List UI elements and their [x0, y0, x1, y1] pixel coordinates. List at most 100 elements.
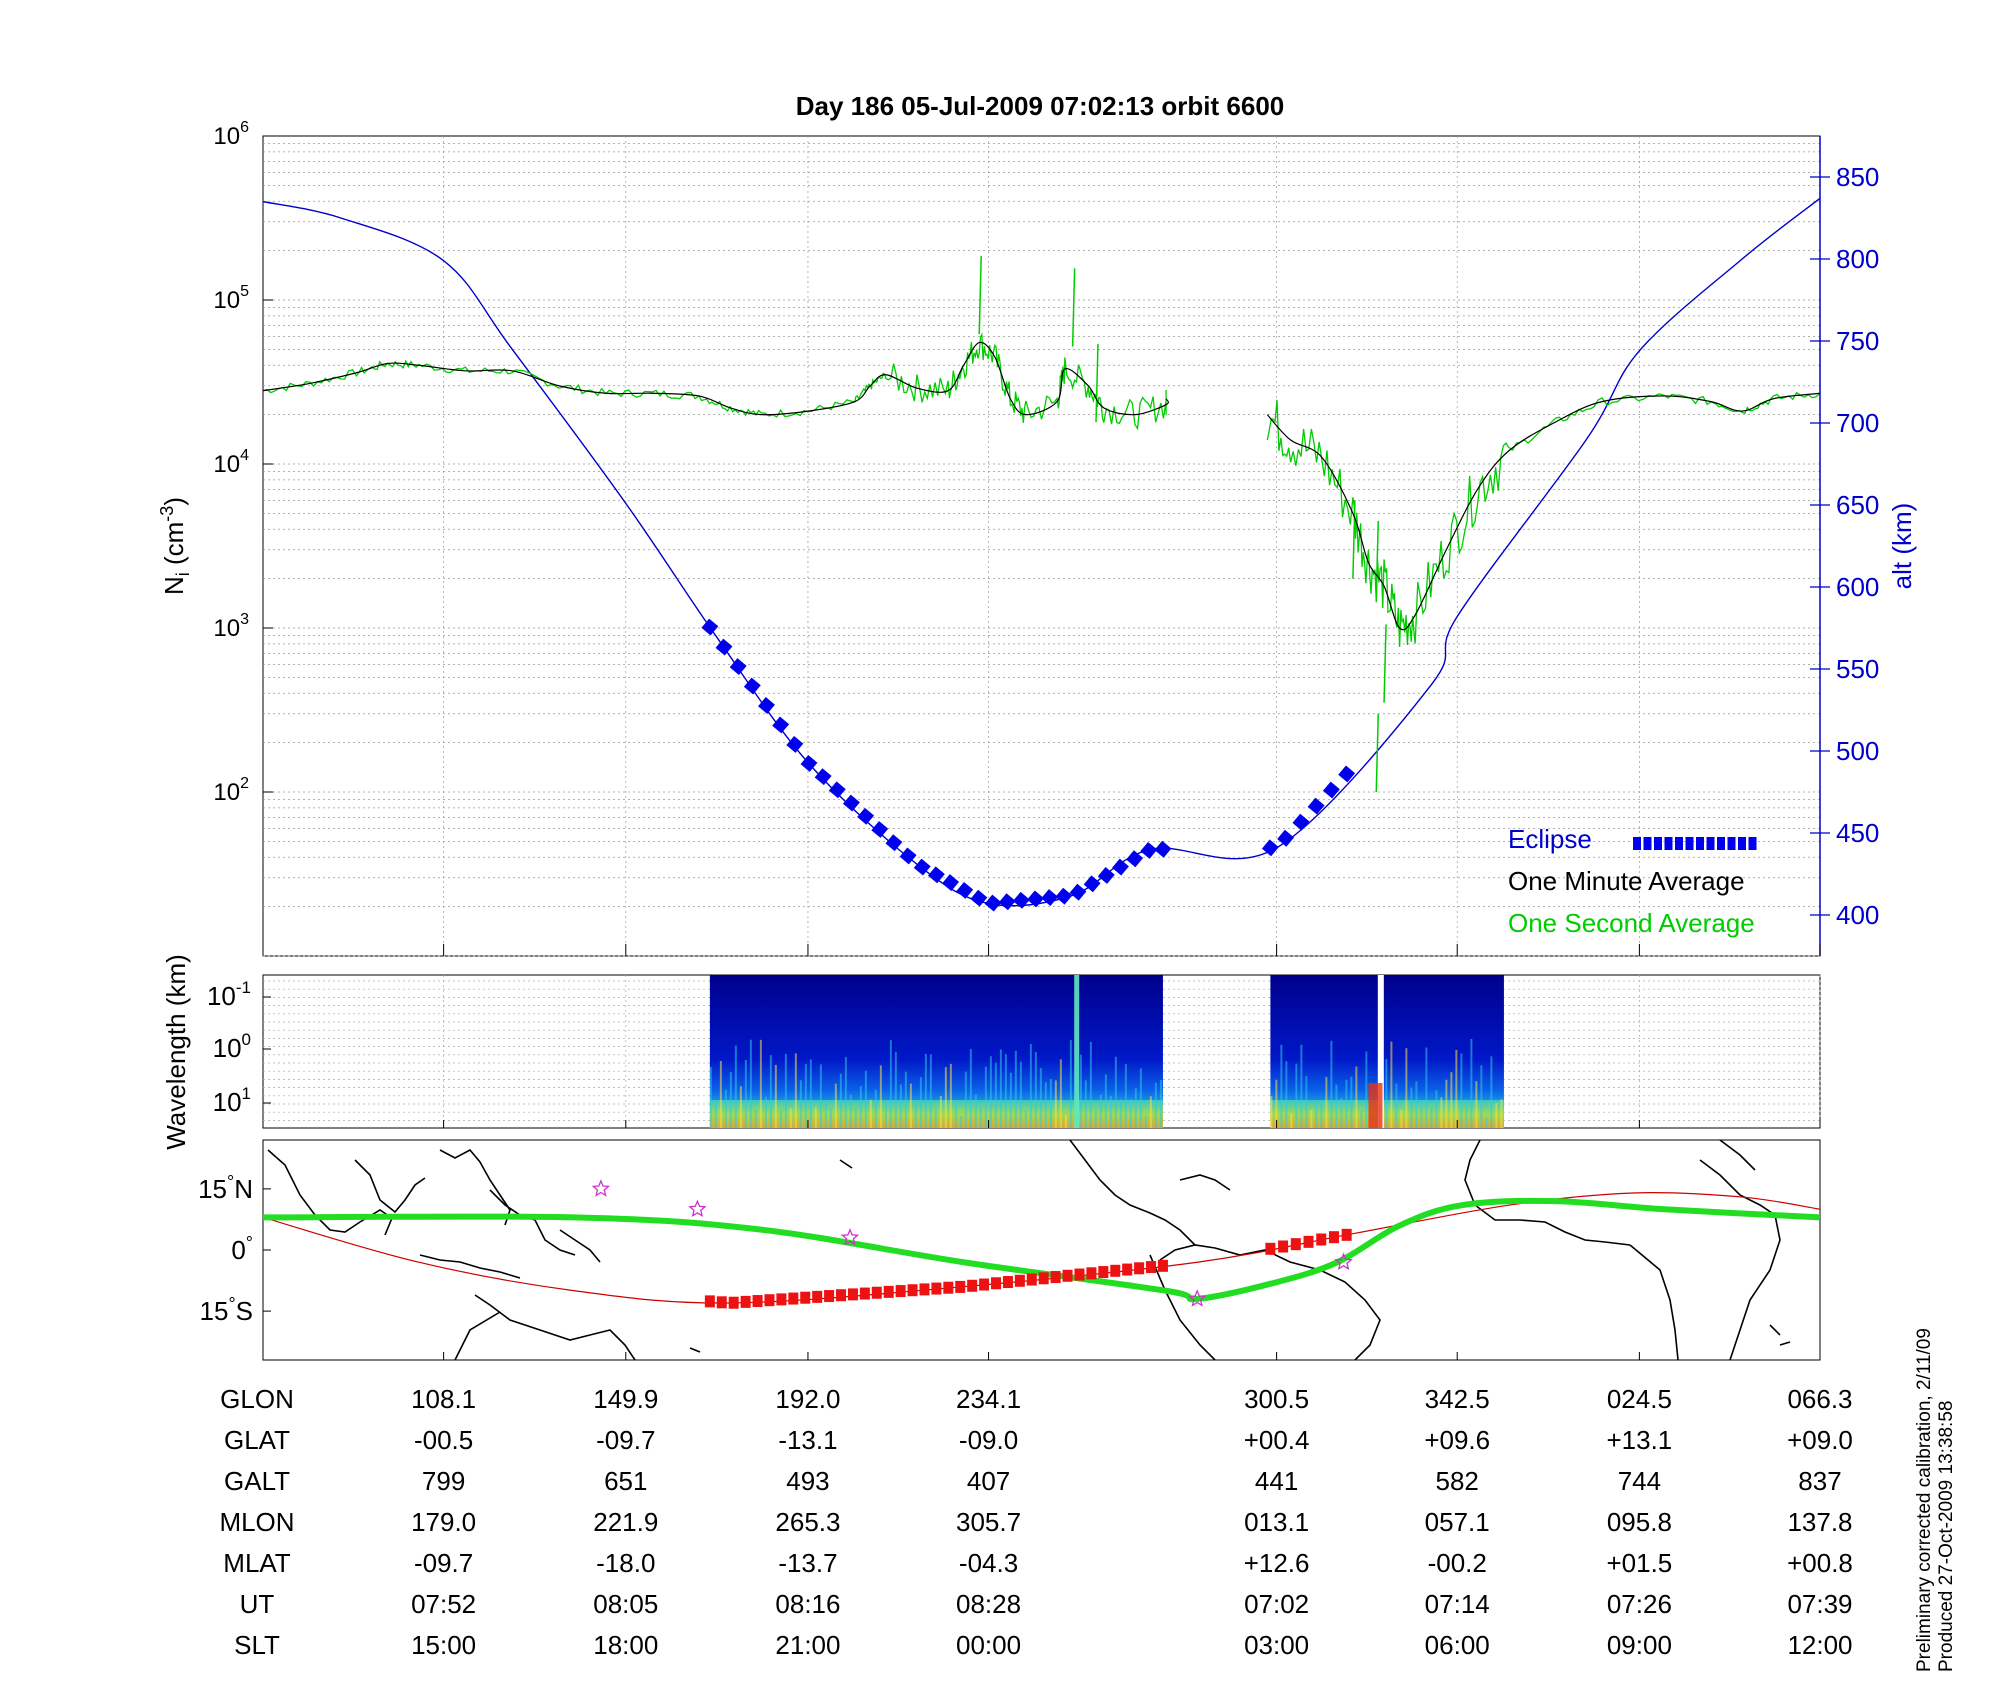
spectrogram-streak [1310, 1109, 1313, 1128]
spectrogram-streak [1495, 1102, 1498, 1128]
table-cell: 024.5 [1607, 1384, 1672, 1414]
eclipse-marker [715, 638, 733, 656]
table-row-label: MLAT [223, 1548, 291, 1578]
table-cell: 582 [1436, 1466, 1479, 1496]
spectrogram-streak [1430, 1106, 1433, 1128]
map-eclipse-marker [1086, 1267, 1097, 1280]
spectrogram-streak [1340, 1098, 1343, 1128]
eclipse-marker [786, 735, 804, 753]
star-marker [840, 1228, 860, 1246]
map-eclipse-marker [1002, 1276, 1013, 1289]
y-tick-label: 106 [213, 119, 249, 150]
spectrogram-streak [874, 1089, 877, 1128]
spectrogram-streak [834, 1083, 837, 1128]
alt-tick-label: 600 [1836, 572, 1879, 602]
spectrogram-streak [1144, 1115, 1147, 1128]
legend-eclipse-mark [1748, 837, 1757, 850]
one-second-spike [1095, 343, 1099, 423]
spectrogram-streak [939, 1095, 942, 1128]
eclipse-marker [1277, 829, 1295, 847]
spectrogram-streak [884, 1100, 887, 1128]
spectrogram-streak [1054, 1080, 1057, 1128]
spectrogram-burst [1074, 975, 1080, 1128]
star-markers [591, 1179, 1353, 1307]
table-cell: 221.9 [593, 1507, 658, 1537]
wavelength-tick-label: 10-1 [207, 978, 251, 1011]
table-cell: 08:16 [775, 1589, 840, 1619]
wavelength-tick-label: 101 [213, 1084, 251, 1117]
spectrogram-streak [864, 1070, 867, 1128]
star-marker [1334, 1252, 1353, 1271]
spectrogram-streak [1385, 1059, 1388, 1128]
eclipse-marker [871, 821, 889, 838]
eclipse-marker [984, 894, 1002, 912]
spectrogram-streak [1335, 1084, 1338, 1128]
map-eclipse-marker [776, 1293, 787, 1306]
table-cell: 18:00 [593, 1630, 658, 1660]
map-tick-label: 15°N [198, 1172, 253, 1204]
spectrogram-streak [1069, 1040, 1072, 1128]
spectrogram-streak [1320, 1102, 1323, 1128]
map-eclipse-marker [788, 1292, 799, 1305]
one-minute-segment [1266, 392, 1820, 631]
map-eclipse-marker [1157, 1259, 1168, 1272]
table-cell: 192.0 [775, 1384, 840, 1414]
map-eclipse-marker [728, 1296, 739, 1309]
spectrogram-streak [854, 1108, 857, 1128]
eclipse-marker [758, 697, 775, 714]
spectrogram-streak [989, 1056, 992, 1128]
spectrogram-streak [1445, 1079, 1448, 1128]
alt-tick-label: 700 [1836, 408, 1879, 438]
spectrogram-streak [1330, 1040, 1333, 1128]
eclipse-marker [1292, 813, 1310, 831]
map-eclipse-marker [836, 1289, 847, 1302]
one-second-spike [1071, 268, 1076, 347]
spectrogram-streak [1390, 1041, 1393, 1128]
spectrogram-streak [1159, 1079, 1162, 1128]
spectrogram-streak [724, 1089, 727, 1128]
spectrogram-streak [1064, 1115, 1067, 1128]
spectrogram-streak [1315, 1100, 1318, 1128]
spectrogram-streak [759, 1039, 762, 1128]
table-cell: 066.3 [1787, 1384, 1852, 1414]
spectrogram-streak [719, 1060, 722, 1128]
spectrogram-streak [1395, 1083, 1398, 1128]
spectrogram-streak [924, 1053, 927, 1128]
spectrogram-streak [1044, 1082, 1047, 1128]
spectrogram-streak [1019, 1061, 1022, 1128]
spectrogram-streak [809, 1059, 812, 1128]
spectrogram-streak [1290, 1113, 1293, 1128]
spectrogram-streak [909, 1083, 912, 1128]
table-cell: -09.0 [959, 1425, 1018, 1455]
star-marker [688, 1199, 707, 1218]
spectrogram-streak [779, 1110, 782, 1128]
eclipse-marker [772, 716, 790, 734]
spectrogram-streak [869, 1099, 872, 1128]
spectrogram-streak [789, 1108, 792, 1128]
spectrogram-streak [804, 1063, 807, 1128]
map-eclipse-marker [847, 1288, 858, 1301]
spectrogram-streak [1435, 1090, 1438, 1128]
eclipse-marker [828, 781, 846, 799]
table-cell: 07:52 [411, 1589, 476, 1619]
table-cell: 108.1 [411, 1384, 476, 1414]
spectrogram-gap [1377, 975, 1384, 1128]
table-cell: 06:00 [1425, 1630, 1490, 1660]
table-row-label: MLON [219, 1507, 294, 1537]
eclipse-marker [1097, 867, 1115, 884]
legend-eclipse-mark [1738, 837, 1746, 850]
spectrogram-streak [1460, 1053, 1463, 1128]
map-panel: 15°N 0° 15°S [198, 1139, 1821, 1361]
spectrogram-streak [1455, 1049, 1458, 1128]
alt-tick-label: 650 [1836, 490, 1879, 520]
map-eclipse-marker [1290, 1238, 1301, 1251]
map-eclipse-marker [1278, 1240, 1289, 1253]
spectrogram-streak [969, 1049, 972, 1128]
legend-eclipse-marker [1633, 837, 1757, 850]
table-cell: 07:26 [1607, 1589, 1672, 1619]
map-eclipse-marker [883, 1285, 894, 1298]
table-cell: 095.8 [1607, 1507, 1672, 1537]
map-eclipse-marker [919, 1283, 930, 1296]
spectrogram-streak [1295, 1063, 1298, 1128]
spectrogram-streak [1049, 1078, 1052, 1128]
